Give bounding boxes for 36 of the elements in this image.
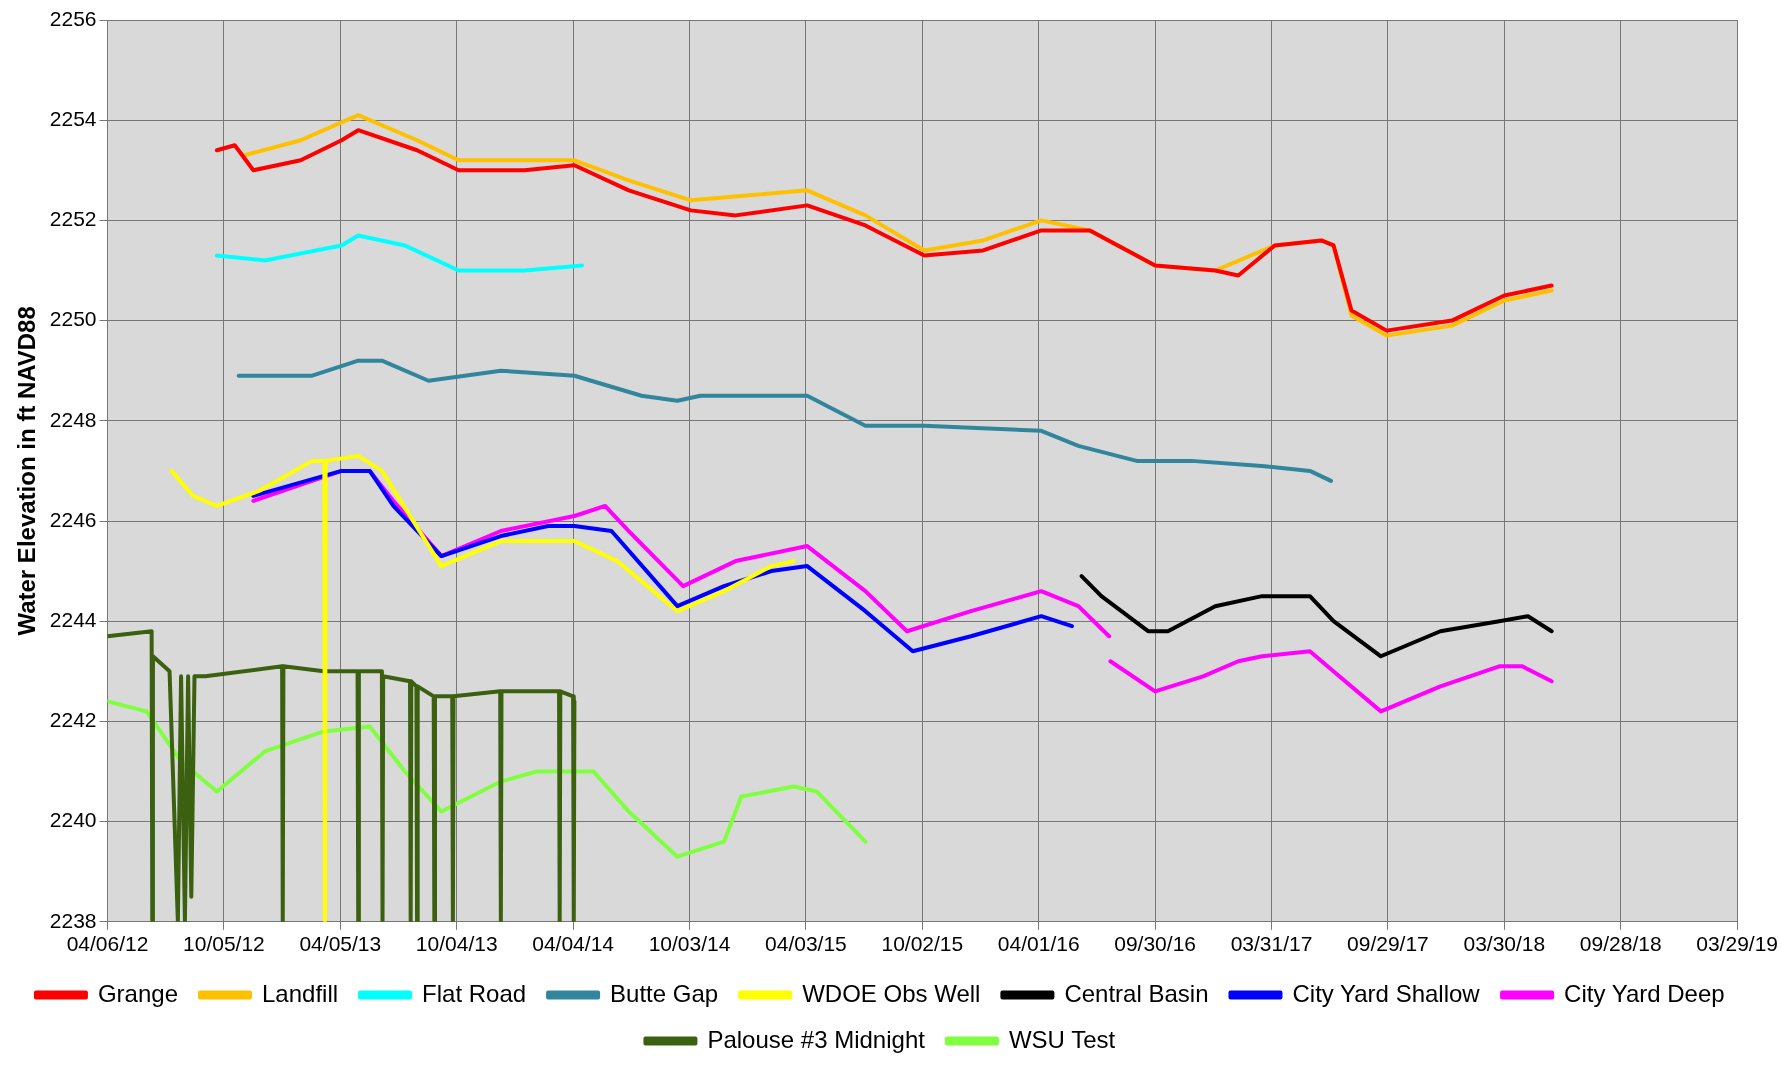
legend-label: Landfill bbox=[261, 979, 339, 1007]
legend-label: WSU Test bbox=[1008, 1025, 1116, 1053]
y-tick-label: 2256 bbox=[49, 6, 97, 30]
legend-label: Grange bbox=[97, 979, 178, 1007]
legend-label: City Yard Shallow bbox=[1292, 979, 1481, 1007]
x-tick-label: 04/05/13 bbox=[299, 932, 382, 956]
legend-label: Central Basin bbox=[1064, 979, 1209, 1007]
x-tick-label: 10/02/15 bbox=[881, 932, 964, 956]
x-tick-label: 10/04/13 bbox=[415, 932, 498, 956]
y-tick-label: 2252 bbox=[49, 207, 97, 231]
y-tick-label: 2242 bbox=[49, 708, 97, 732]
y-tick-label: 2246 bbox=[49, 507, 97, 531]
legend-label: Butte Gap bbox=[610, 979, 719, 1007]
legend-label: Flat Road bbox=[422, 979, 527, 1007]
x-tick-label: 10/05/12 bbox=[183, 932, 265, 956]
y-tick-label: 2244 bbox=[49, 608, 97, 631]
y-axis-title: Water Elevation in ft NAVD88 bbox=[13, 306, 41, 636]
x-tick-label: 04/01/16 bbox=[997, 932, 1080, 956]
x-tick-label: 09/28/18 bbox=[1579, 932, 1662, 956]
legend-label: City Yard Deep bbox=[1564, 979, 1725, 1007]
x-tick-label: 09/30/16 bbox=[1114, 932, 1196, 956]
x-tick-label: 04/03/15 bbox=[765, 932, 847, 956]
legend-label: WDOE Obs Well bbox=[802, 979, 981, 1007]
x-tick-label: 03/30/18 bbox=[1463, 932, 1546, 956]
x-tick-label: 04/04/14 bbox=[532, 932, 615, 956]
x-tick-label: 10/03/14 bbox=[648, 932, 731, 956]
x-tick-label: 04/06/12 bbox=[66, 932, 149, 956]
y-tick-label: 2254 bbox=[49, 107, 97, 130]
x-tick-label: 03/29/19 bbox=[1696, 932, 1778, 956]
y-tick-label: 2248 bbox=[49, 407, 97, 431]
y-tick-label: 2250 bbox=[49, 307, 97, 331]
y-tick-label: 2240 bbox=[49, 808, 97, 832]
x-tick-label: 09/29/17 bbox=[1347, 932, 1429, 956]
y-tick-label: 2238 bbox=[49, 908, 97, 932]
legend-label: Palouse #3 Midnight bbox=[707, 1025, 926, 1053]
x-tick-label: 03/31/17 bbox=[1230, 932, 1313, 956]
